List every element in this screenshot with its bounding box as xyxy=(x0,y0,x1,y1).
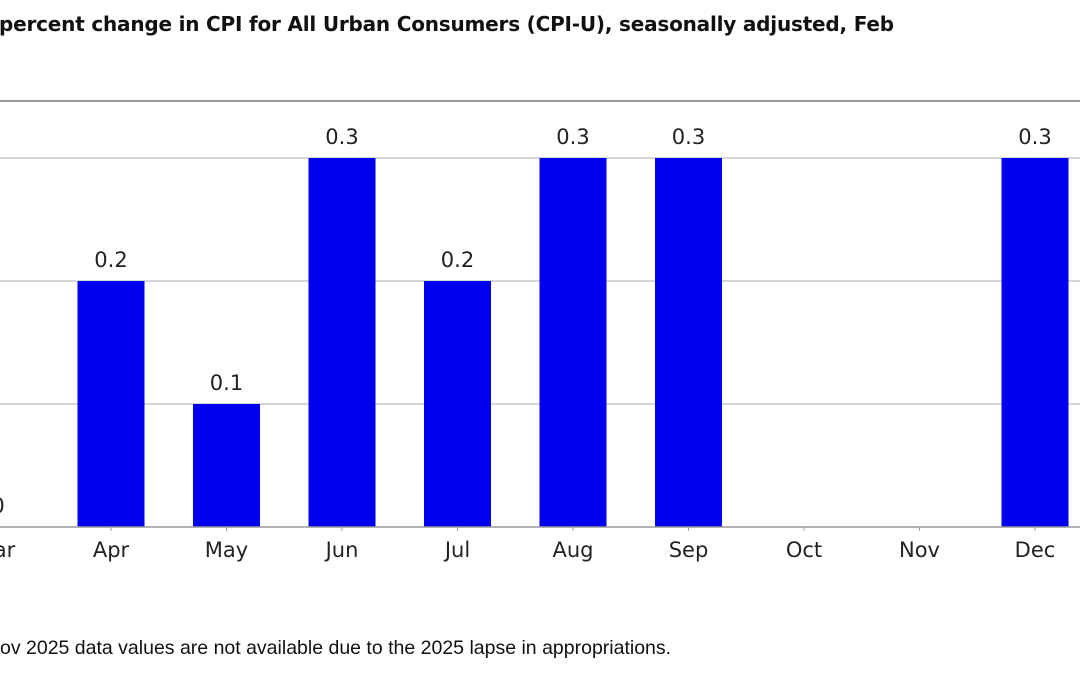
x-tick-label: May xyxy=(205,538,248,562)
data-label: 0.3 xyxy=(325,125,358,149)
x-tick-label: Jul xyxy=(443,538,470,562)
x-tick-label: Sep xyxy=(669,538,709,562)
x-tick-label: Aug xyxy=(552,538,593,562)
x-tick-label: Dec xyxy=(1015,538,1056,562)
footnote: ov 2025 data values are not available du… xyxy=(0,637,672,659)
bar-sep xyxy=(655,158,722,527)
bar-apr xyxy=(77,281,145,527)
data-label: 0.3 xyxy=(556,125,589,149)
bar-jul xyxy=(424,281,491,527)
bar-aug xyxy=(539,158,607,527)
x-tick-label: Nov xyxy=(899,538,940,562)
data-label: 0.0 xyxy=(0,494,5,518)
x-tick-label: Oct xyxy=(786,538,822,562)
data-label: 0.2 xyxy=(441,248,474,272)
bar-may xyxy=(193,404,260,527)
data-label: 0.3 xyxy=(672,125,705,149)
data-label: 0.3 xyxy=(1018,125,1051,149)
data-label: 0.1 xyxy=(210,371,243,395)
x-tick-label: Jun xyxy=(324,538,359,562)
bar-dec xyxy=(1001,158,1069,527)
data-label: 0.2 xyxy=(94,248,127,272)
chart-title: percent change in CPI for All Urban Cons… xyxy=(0,12,894,36)
bar-jun xyxy=(308,158,376,527)
x-tick-label: Apr xyxy=(93,538,130,562)
x-tick-label: Mar xyxy=(0,538,16,562)
